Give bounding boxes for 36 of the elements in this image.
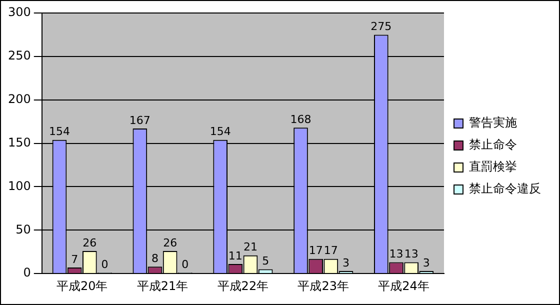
data-label: 17 [308,244,323,258]
data-label: 26 [82,236,97,250]
data-label: 21 [243,240,258,254]
data-label: 275 [370,20,392,34]
data-label: 7 [71,252,78,266]
x-tick-label: 平成21年 [136,278,188,293]
y-tick-label: 250 [8,48,31,63]
data-label: 13 [389,248,404,261]
y-tick-label: 50 [16,222,31,236]
x-tick-label: 平成23年 [298,278,350,293]
data-label: 17 [324,244,338,258]
legend-label: 直罰検挙 [469,160,517,174]
data-label: 11 [228,249,242,262]
data-label: 0 [101,258,108,271]
data-label: 26 [163,236,178,250]
data-label: 5 [262,254,270,268]
x-tick-label: 平成20年 [56,278,108,293]
legend-label: 禁止命令違反 [469,182,541,196]
legend-label: 禁止命令 [469,138,517,152]
x-tick-label: 平成24年 [378,278,430,293]
data-label: 168 [290,113,312,126]
y-tick-label: 150 [8,135,31,150]
x-tick-label: 平成22年 [217,278,269,293]
data-label: 154 [48,125,70,138]
data-label: 3 [422,256,430,270]
y-tick-label: 100 [8,178,31,193]
y-tick-label: 300 [8,5,31,20]
data-label: 167 [129,114,150,127]
y-tick-label: 0 [23,266,31,280]
y-tick-label: 200 [8,92,31,106]
data-label: 8 [151,252,158,266]
data-label: 13 [404,248,418,261]
data-label: 3 [342,256,350,270]
data-label: 0 [182,258,189,271]
data-label: 154 [210,125,231,138]
legend-label: 警告実施 [469,116,517,130]
